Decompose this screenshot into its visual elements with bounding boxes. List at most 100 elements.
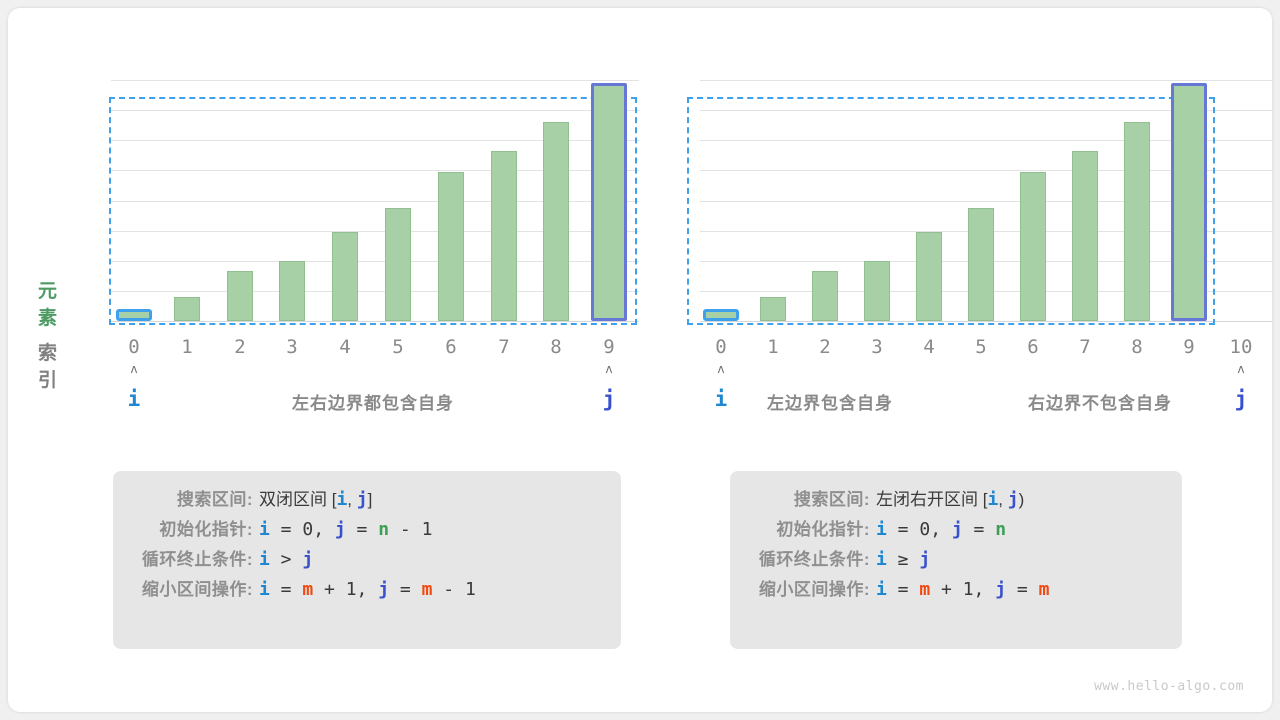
info-token: - 1	[389, 519, 433, 540]
info-row: 初始化指针: i = 0, j = n	[752, 515, 1160, 545]
gridline	[111, 261, 639, 262]
pointer-caret-j: ʌ	[605, 362, 613, 376]
info-row-label: 循环终止条件:	[141, 550, 253, 569]
gridline	[700, 170, 1272, 171]
gridline	[111, 140, 639, 141]
x-axis-tick: 6	[1027, 336, 1039, 358]
info-token: =	[345, 519, 379, 540]
diagram-canvas: 元素 索引 0 1 2 3 4 5 6 7 8 9 ʌ i ʌ j 左右边界都包含自身 搜索区间: 双闭区间 [i…	[8, 8, 1272, 712]
info-row: 循环终止条件: i > j	[135, 545, 599, 575]
bar	[543, 122, 569, 321]
gridline	[111, 291, 639, 292]
info-token: + 1,	[930, 579, 996, 600]
axis-baseline	[111, 321, 639, 322]
info-box-closed-interval: 搜索区间: 双闭区间 [i, j] 初始化指针: i = 0, j = n - 1 循环…	[113, 471, 621, 649]
info-token: =	[962, 519, 996, 540]
info-row-value: i > j	[253, 549, 599, 570]
x-axis-tick: 5	[975, 336, 987, 358]
info-token: = 0,	[886, 519, 952, 540]
bar	[864, 261, 890, 321]
info-token: m	[421, 579, 433, 600]
info-token: =	[269, 579, 303, 600]
info-row-value: 左闭右开区间 [i, j)	[870, 485, 1160, 510]
x-axis-tick: 0	[715, 336, 727, 358]
bar	[916, 232, 942, 321]
x-axis-tick: 3	[286, 336, 298, 358]
axis-baseline	[700, 321, 1272, 322]
info-row-value: i = m + 1, j = m	[870, 579, 1160, 600]
info-row-value: i = 0, j = n - 1	[253, 519, 599, 540]
x-axis-tick: 0	[128, 336, 140, 358]
gridline	[700, 140, 1272, 141]
info-token: + 1,	[313, 579, 379, 600]
info-row-value: i = m + 1, j = m - 1	[253, 579, 599, 600]
pointer-label-j: j	[1234, 387, 1248, 411]
info-token: ,	[347, 490, 357, 509]
info-row: 搜索区间: 双闭区间 [i, j]	[135, 485, 599, 515]
info-row-label: 搜索区间:	[793, 490, 870, 509]
info-row-label: 缩小区间操作:	[758, 580, 870, 599]
info-token: m	[302, 579, 314, 600]
x-axis-tick: 4	[923, 336, 935, 358]
bar	[812, 271, 838, 321]
info-token: n	[378, 519, 390, 540]
x-axis-tick: 10	[1229, 336, 1253, 358]
bar	[760, 297, 786, 321]
pointer-label-i: i	[714, 387, 728, 411]
annotation-note: 左右边界都包含自身	[292, 394, 454, 413]
x-axis-tick: 1	[181, 336, 193, 358]
info-token: )	[1018, 490, 1025, 509]
info-row-label: 搜索区间:	[176, 490, 253, 509]
bar	[438, 172, 464, 321]
bar	[1020, 172, 1046, 321]
y-axis-label-element: 元素	[38, 281, 59, 329]
x-axis-tick: 3	[871, 336, 883, 358]
search-range-dashed-box	[687, 97, 1215, 325]
x-axis-tick: 9	[1183, 336, 1195, 358]
info-token: i	[259, 549, 270, 570]
info-row-label: 初始化指针:	[159, 520, 253, 539]
gridline	[700, 80, 1272, 81]
bar-highlighted	[591, 83, 627, 321]
gridline	[111, 110, 639, 111]
bar-highlighted	[703, 309, 739, 321]
pointer-label-i: i	[127, 387, 141, 411]
info-token: =	[389, 579, 422, 600]
info-row-label: 缩小区间操作:	[141, 580, 253, 599]
info-token: 左闭右开区间 [	[876, 490, 988, 509]
info-box-half-open-interval: 搜索区间: 左闭右开区间 [i, j) 初始化指针: i = 0, j = n 循环终止…	[730, 471, 1182, 649]
bar	[227, 271, 253, 321]
bar	[1072, 151, 1098, 321]
bar	[385, 208, 411, 321]
info-token: =	[1006, 579, 1039, 600]
info-token: i	[259, 519, 270, 540]
x-axis-tick: 2	[234, 336, 246, 358]
annotation-note: 右边界不包含自身	[1028, 394, 1172, 413]
gridline	[111, 170, 639, 171]
info-token: i	[876, 549, 887, 570]
bar	[279, 261, 305, 321]
info-row: 缩小区间操作: i = m + 1, j = m	[752, 575, 1160, 605]
info-token: i	[987, 489, 999, 510]
info-token: j	[356, 489, 368, 510]
gridline	[700, 201, 1272, 202]
info-row: 初始化指针: i = 0, j = n - 1	[135, 515, 599, 545]
x-axis-tick: 1	[767, 336, 779, 358]
search-range-dashed-box	[109, 97, 637, 325]
gridline	[111, 231, 639, 232]
info-token: ≥	[886, 549, 920, 570]
info-token: i	[876, 519, 887, 540]
info-token: j	[334, 519, 346, 540]
pointer-caret-i: ʌ	[717, 362, 725, 376]
pointer-caret-j: ʌ	[1237, 362, 1245, 376]
info-token: j	[919, 549, 931, 570]
info-token: = 0,	[269, 519, 335, 540]
info-row: 缩小区间操作: i = m + 1, j = m - 1	[135, 575, 599, 605]
info-token: n	[995, 519, 1007, 540]
info-row-value: 双闭区间 [i, j]	[253, 485, 599, 510]
x-axis-tick: 7	[498, 336, 510, 358]
x-axis-tick: 2	[819, 336, 831, 358]
info-token: i	[336, 489, 348, 510]
bar	[968, 208, 994, 321]
x-axis-tick: 9	[603, 336, 615, 358]
